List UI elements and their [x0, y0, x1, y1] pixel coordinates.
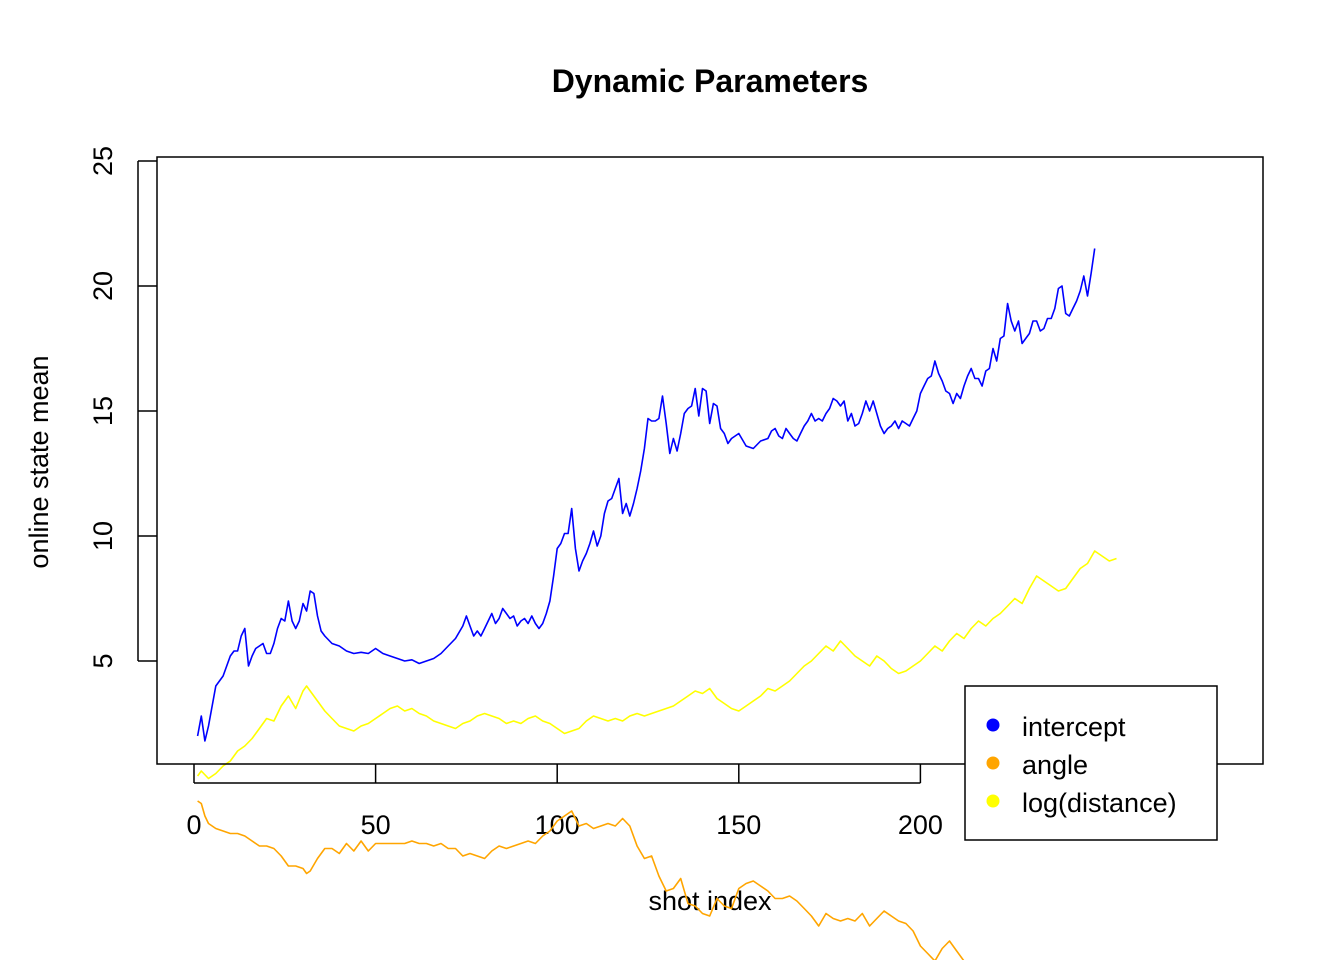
series-line-angle	[197, 800, 965, 960]
legend-label: log(distance)	[1022, 788, 1177, 818]
x-tick-label: 100	[535, 810, 580, 840]
y-tick-label: 10	[88, 521, 118, 551]
legend-marker	[986, 756, 1000, 770]
y-axis-label: online state mean	[24, 355, 54, 568]
legend-label: angle	[1022, 750, 1088, 780]
x-tick-label: 200	[898, 810, 943, 840]
y-tick-label: 15	[88, 396, 118, 426]
x-axis: 0 50 100 150 200	[186, 764, 943, 840]
plot-frame	[156, 156, 1264, 765]
y-tick-label: 25	[88, 146, 118, 176]
x-tick-label: 50	[361, 810, 391, 840]
legend-box	[964, 685, 1218, 841]
y-axis: 5 10 15 20 25	[88, 146, 157, 669]
y-tick-label: 5	[88, 653, 118, 668]
y-tick-label: 20	[88, 271, 118, 301]
legend: intercept angle log(distance)	[964, 685, 1218, 841]
legend-marker	[986, 718, 1000, 732]
legend-marker	[986, 794, 1000, 808]
x-axis-label: shot index	[648, 886, 772, 916]
legend-label: intercept	[1022, 712, 1126, 742]
x-tick-label: 150	[716, 810, 761, 840]
series-line-intercept	[196, 248, 1096, 742]
chart-title: Dynamic Parameters	[552, 63, 869, 99]
x-tick-label: 0	[186, 810, 201, 840]
series-line-log-distance	[196, 550, 1117, 780]
series-layer	[196, 248, 1117, 960]
